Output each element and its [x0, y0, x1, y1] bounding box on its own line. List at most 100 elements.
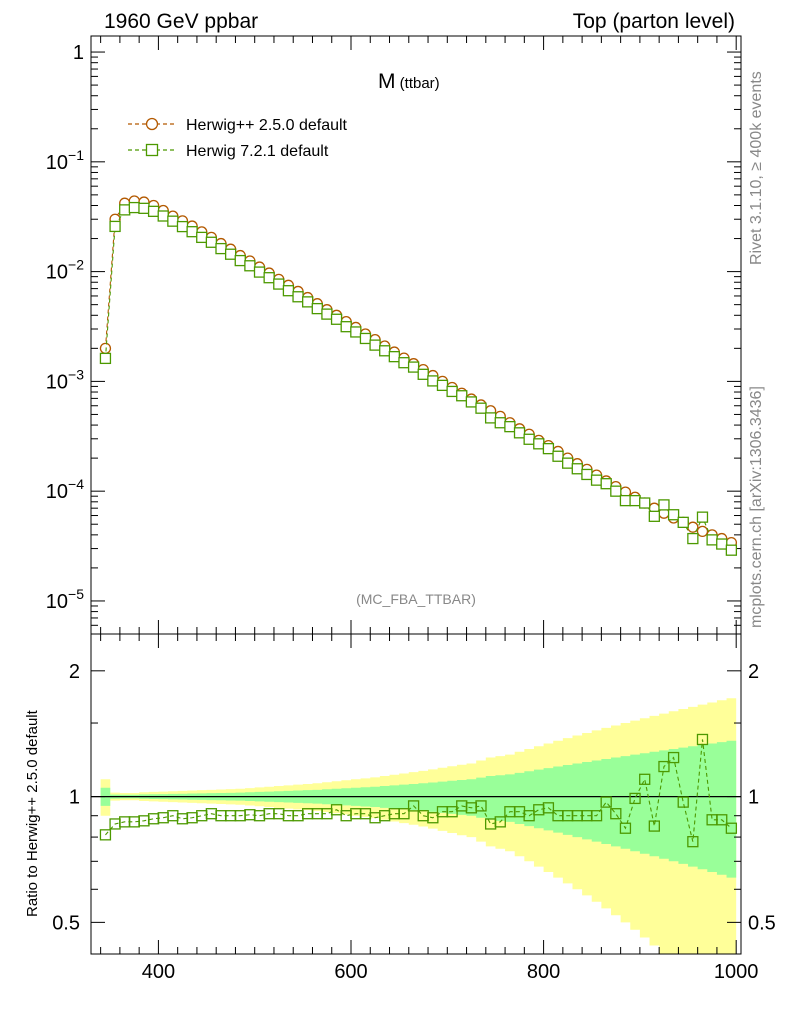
main-point-herwig7 — [321, 308, 333, 320]
main-point-herwig7 — [427, 375, 439, 387]
main-point-herwig7 — [388, 351, 400, 363]
main-y-tick-label: 10−1 — [46, 147, 84, 174]
main-point-herwig7 — [407, 361, 420, 373]
main-point-herwig7 — [562, 457, 574, 469]
ratio-point-herwig7 — [600, 796, 612, 808]
ratio-y-axis-label: Ratio to Herwig++ 2.5.0 default — [24, 709, 41, 917]
ratio-point-herwig7 — [330, 804, 343, 816]
main-point-herwig7 — [176, 220, 189, 233]
main-point-herwig7 — [147, 205, 160, 217]
main-point-herwig7 — [504, 421, 516, 433]
main-point-herwig7 — [417, 368, 429, 380]
ratio-point-herwig7 — [610, 808, 622, 820]
main-point-herwig7 — [263, 272, 275, 284]
main-y-tick-label: 10−5 — [46, 586, 84, 613]
main-point-herwig7 — [436, 379, 449, 392]
tick-base: 10 — [46, 262, 68, 284]
main-point-herwig7 — [311, 302, 323, 315]
main-point-herwig7 — [273, 278, 285, 290]
main-y-tick-label: 10−3 — [46, 366, 84, 393]
ratio-point-herwig7 — [696, 733, 709, 746]
ratio-band-outer — [100, 698, 737, 954]
main-point-herwig7 — [725, 544, 738, 556]
main-series-layer — [99, 195, 738, 556]
ratio-y-tick-label-right: 0.5 — [748, 912, 776, 934]
mcplots-source-label: mcplots.cern.ch [arXiv:1306.3436] — [748, 386, 765, 628]
main-point-herwig7 — [696, 511, 709, 523]
main-title-main: M — [378, 70, 396, 93]
main-point-herwig7 — [234, 254, 246, 267]
main-point-herwig7 — [494, 417, 506, 429]
ratio-y-tick-labels: 2 2 1 1 0.5 0.5 — [52, 661, 776, 935]
ratio-point-herwig7 — [590, 810, 603, 822]
tick-base: 10 — [46, 152, 68, 174]
main-point-herwig7 — [398, 357, 410, 369]
tick-base: 10 — [46, 591, 68, 613]
main-point-herwig7 — [475, 402, 487, 414]
main-point-herwig7 — [658, 499, 670, 511]
ratio-point-herwig7 — [196, 810, 208, 822]
tick-exponent: −1 — [68, 147, 84, 163]
main-point-herwig7 — [167, 215, 179, 227]
legend-label-herwigpp: Herwig++ 2.5.0 default — [186, 117, 348, 134]
main-point-herwig7 — [359, 332, 372, 345]
main-point-herwig7 — [157, 210, 169, 222]
main-point-herwig7 — [109, 220, 121, 233]
tick-base: 1 — [73, 42, 84, 64]
ratio-point-herwig7 — [427, 812, 439, 824]
ratio-uncertainty-bands — [100, 698, 737, 954]
ratio-point-herwig7 — [716, 814, 728, 826]
main-point-herwig7 — [590, 474, 603, 486]
main-point-herwig7 — [215, 242, 227, 255]
main-point-herwigpp — [696, 525, 709, 538]
main-point-herwig7 — [552, 450, 564, 462]
main-point-herwig7 — [330, 313, 343, 325]
analysis-label: (MC_FBA_TTBAR) — [356, 591, 476, 607]
main-point-herwig7 — [667, 509, 680, 521]
main-y-tick-label: 1 — [73, 42, 84, 64]
ratio-point-herwig7 — [475, 800, 487, 812]
main-point-herwig7 — [205, 236, 218, 248]
header-left: 1960 GeV ppbar — [104, 10, 258, 33]
ratio-point-herwig7 — [639, 773, 651, 785]
ratio-series-layer — [99, 733, 738, 848]
ratio-panel-frame — [90, 633, 742, 955]
main-panel: 110−110−210−310−410−5 M (ttbar) (MC_FBA_… — [46, 35, 742, 635]
main-point-herwig7 — [379, 345, 391, 357]
main-point-herwig7 — [138, 202, 150, 214]
ratio-y-tick-label-right: 2 — [748, 661, 759, 683]
legend: Herwig++ 2.5.0 default Herwig 7.2.1 defa… — [128, 117, 348, 160]
main-point-herwig7 — [523, 433, 535, 445]
main-point-herwig7 — [581, 468, 593, 481]
main-point-herwig7 — [610, 485, 622, 497]
main-point-herwig7 — [196, 231, 208, 244]
main-point-herwig7 — [224, 248, 237, 260]
legend-entry-herwigpp: Herwig++ 2.5.0 default — [128, 117, 348, 134]
header-right: Top (parton level) — [573, 10, 735, 33]
ratio-point-herwig7 — [446, 806, 458, 818]
main-point-herwig7 — [253, 266, 266, 278]
main-point-herwig7 — [292, 291, 304, 303]
ratio-point-herwig7 — [523, 810, 535, 822]
main-point-herwig7 — [629, 494, 641, 507]
main-axis-ticks — [91, 36, 741, 634]
x-tick-label: 600 — [334, 961, 367, 983]
ratio-point-herwig7 — [648, 820, 660, 832]
main-point-herwig7 — [446, 385, 458, 398]
ratio-point-herwig7 — [542, 802, 555, 814]
ratio-y-tick-label-left: 0.5 — [52, 912, 80, 934]
ratio-y-tick-label-left: 1 — [69, 787, 80, 809]
ratio-point-herwig7 — [677, 796, 689, 808]
main-point-herwig7 — [706, 534, 718, 546]
ratio-panel: 2 2 1 1 0.5 0.5 400 600 800 1000 Ratio to Herwig… — [24, 633, 776, 983]
main-point-herwig7 — [639, 497, 651, 509]
main-point-herwig7 — [677, 516, 689, 528]
main-point-herwig7 — [244, 260, 256, 272]
ratio-y-tick-label-right: 1 — [748, 787, 759, 809]
main-point-herwig7 — [542, 442, 555, 455]
main-y-tick-labels: 110−110−210−310−410−5 — [46, 42, 84, 613]
main-point-herwig7 — [571, 463, 583, 475]
ratio-point-herwig7 — [725, 822, 738, 834]
main-point-herwig7 — [687, 532, 699, 545]
